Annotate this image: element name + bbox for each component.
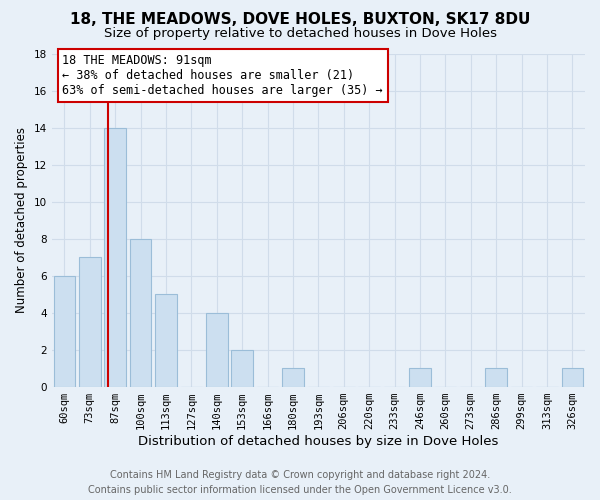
Bar	[282, 368, 304, 386]
Text: 18, THE MEADOWS, DOVE HOLES, BUXTON, SK17 8DU: 18, THE MEADOWS, DOVE HOLES, BUXTON, SK1…	[70, 12, 530, 28]
Bar	[485, 368, 507, 386]
Bar	[53, 276, 75, 386]
Y-axis label: Number of detached properties: Number of detached properties	[15, 128, 28, 314]
Bar	[206, 312, 227, 386]
Text: Contains HM Land Registry data © Crown copyright and database right 2024.
Contai: Contains HM Land Registry data © Crown c…	[88, 470, 512, 495]
Bar	[130, 239, 151, 386]
Text: 18 THE MEADOWS: 91sqm
← 38% of detached houses are smaller (21)
63% of semi-deta: 18 THE MEADOWS: 91sqm ← 38% of detached …	[62, 54, 383, 97]
Text: Size of property relative to detached houses in Dove Holes: Size of property relative to detached ho…	[104, 28, 497, 40]
X-axis label: Distribution of detached houses by size in Dove Holes: Distribution of detached houses by size …	[138, 434, 499, 448]
Bar	[232, 350, 253, 387]
Bar	[79, 257, 101, 386]
Bar	[155, 294, 177, 386]
Bar	[409, 368, 431, 386]
Bar	[562, 368, 583, 386]
Bar	[104, 128, 126, 386]
